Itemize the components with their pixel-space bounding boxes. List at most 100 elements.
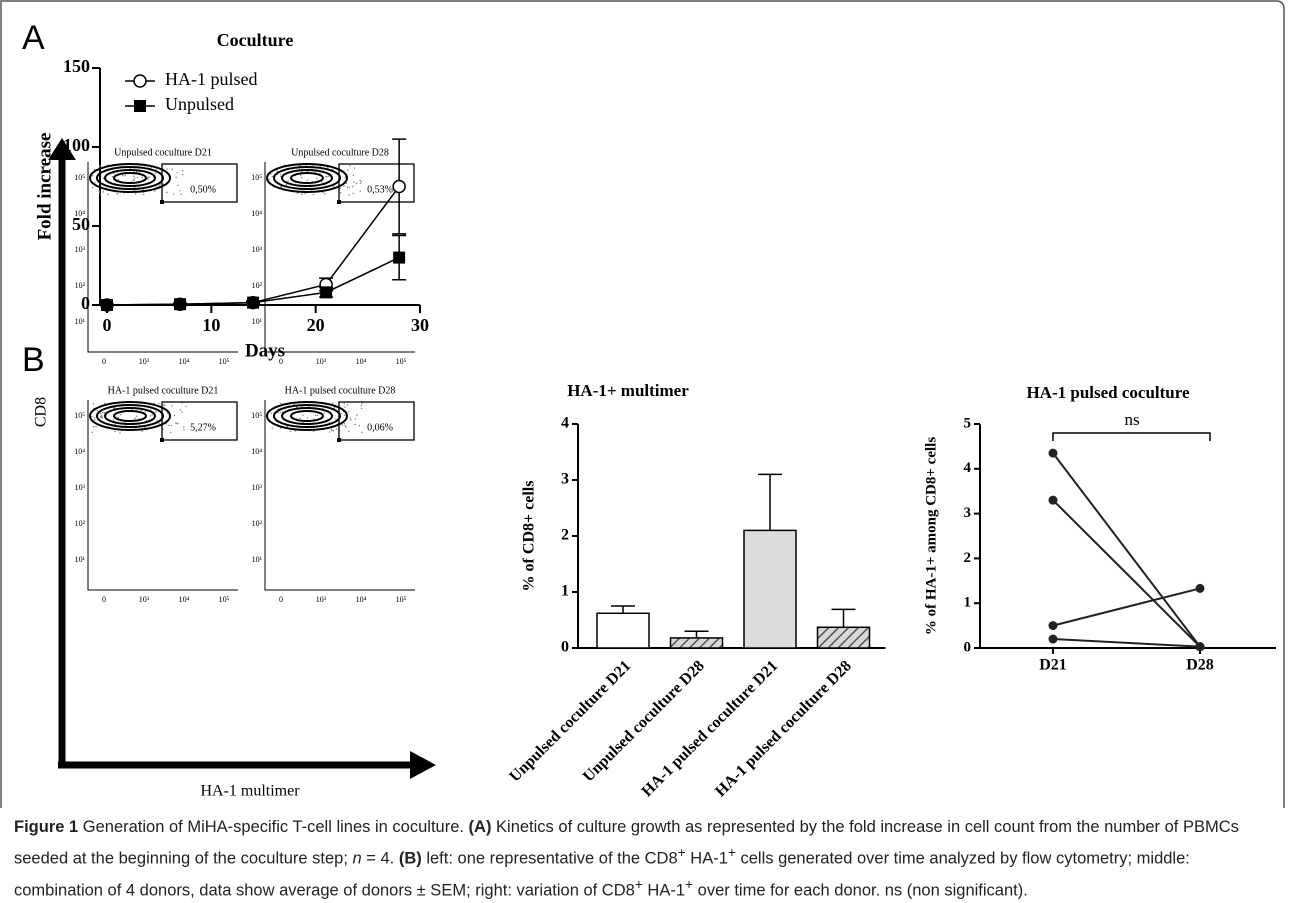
flow-plot: HA-1 pulsed coculture D215,27%10⁵10⁴10³1… [74,385,238,604]
x-tick-label: 0 [279,357,283,366]
marker [1196,584,1205,593]
chart-title: Coculture [217,30,294,50]
event-dot [166,168,167,169]
y-tick-label: 1 [561,583,569,600]
figure-border [1,1,1284,808]
donor-line [1053,588,1200,625]
event-dot [171,405,172,406]
event-dot [301,194,302,195]
legend-label: HA-1 pulsed [165,69,258,89]
x-tick-label: 10⁵ [219,595,230,604]
event-dot [349,165,350,166]
event-dot [348,431,349,432]
event-dot [326,176,327,177]
y-tick-label: 0 [81,293,90,313]
event-dot [272,427,273,428]
event-dot [324,193,325,194]
event-dot [141,431,142,432]
event-dot [335,418,336,419]
event-dot [170,432,171,433]
event-dot [342,424,343,425]
donor-line [1053,453,1200,647]
event-dot [280,403,281,404]
y-tick-label: 10² [75,519,86,528]
event-dot [99,191,100,192]
event-dot [353,193,354,194]
event-dot [356,414,357,415]
event-dot [344,406,345,407]
event-dot [315,415,316,416]
event-dot [280,428,281,429]
event-dot [280,174,281,175]
y-tick-label: 10¹ [252,317,263,326]
event-dot [91,416,92,417]
event-dot [282,411,283,412]
event-dot [137,177,138,178]
event-dot [350,417,351,418]
caption-run: (A) [469,818,492,836]
x-tick-label: 10⁴ [356,357,367,366]
event-dot [181,193,182,194]
event-dot [353,175,354,176]
y-tick-label: 10³ [252,245,263,254]
legend-label: Unpulsed [165,94,234,114]
event-dot [135,193,136,194]
event-dot [175,177,176,178]
event-dot [145,411,146,412]
plot-title: Unpulsed coculture D28 [291,147,389,158]
event-dot [112,176,113,177]
x-tick-label: 10⁴ [179,595,190,604]
event-dot [100,416,101,417]
event-dot [347,170,348,171]
event-dot [177,185,178,186]
gate [162,402,237,440]
event-dot [270,174,271,175]
y-tick-label: 10¹ [75,317,86,326]
error-bar [685,631,709,638]
event-dot [307,417,308,418]
y-tick-label: 10⁵ [74,411,85,420]
x-tick-label: Unpulsed coculture D28 [580,657,708,785]
bar [597,613,649,648]
event-dot [280,412,281,413]
gate-percent: 0,53% [367,184,393,195]
event-dot [171,425,172,426]
event-dot [272,176,273,177]
bar [744,530,796,648]
caption-run: left: one representative of the CD8 [422,850,678,868]
caption-run: over time for each donor. ns (non signif… [693,881,1028,899]
y-tick-label: 0 [561,639,569,656]
gate-corner [160,200,164,204]
x-tick-label: 10³ [316,595,327,604]
chart-title: HA-1+ multimer [567,381,689,400]
event-dot [340,192,341,193]
event-dot [155,173,156,174]
event-dot [329,431,330,432]
marker [1049,621,1058,630]
event-dot [348,411,349,412]
event-dot [97,410,98,411]
event-dot [344,425,345,426]
event-dot [122,175,123,176]
x-tick-label: D28 [1186,657,1214,674]
event-dot [361,408,362,409]
event-dot [302,414,303,415]
event-dot [154,190,155,191]
event-dot [317,415,318,416]
x-tick-label: 0 [103,315,112,335]
arrow-head [410,751,436,779]
event-dot [120,414,121,415]
contour [267,402,347,430]
error-bar [758,474,782,530]
page: {"panels": {"a": "A", "b": "B"}, "chart_… [0,0,1292,898]
event-dot [141,177,142,178]
marker [393,252,405,264]
event-dot [331,430,332,431]
event-dot [103,191,104,192]
event-dot [297,193,298,194]
event-dot [313,194,314,195]
event-dot [100,413,101,414]
event-dot [107,194,108,195]
event-dot [99,165,100,166]
event-dot [99,192,100,193]
